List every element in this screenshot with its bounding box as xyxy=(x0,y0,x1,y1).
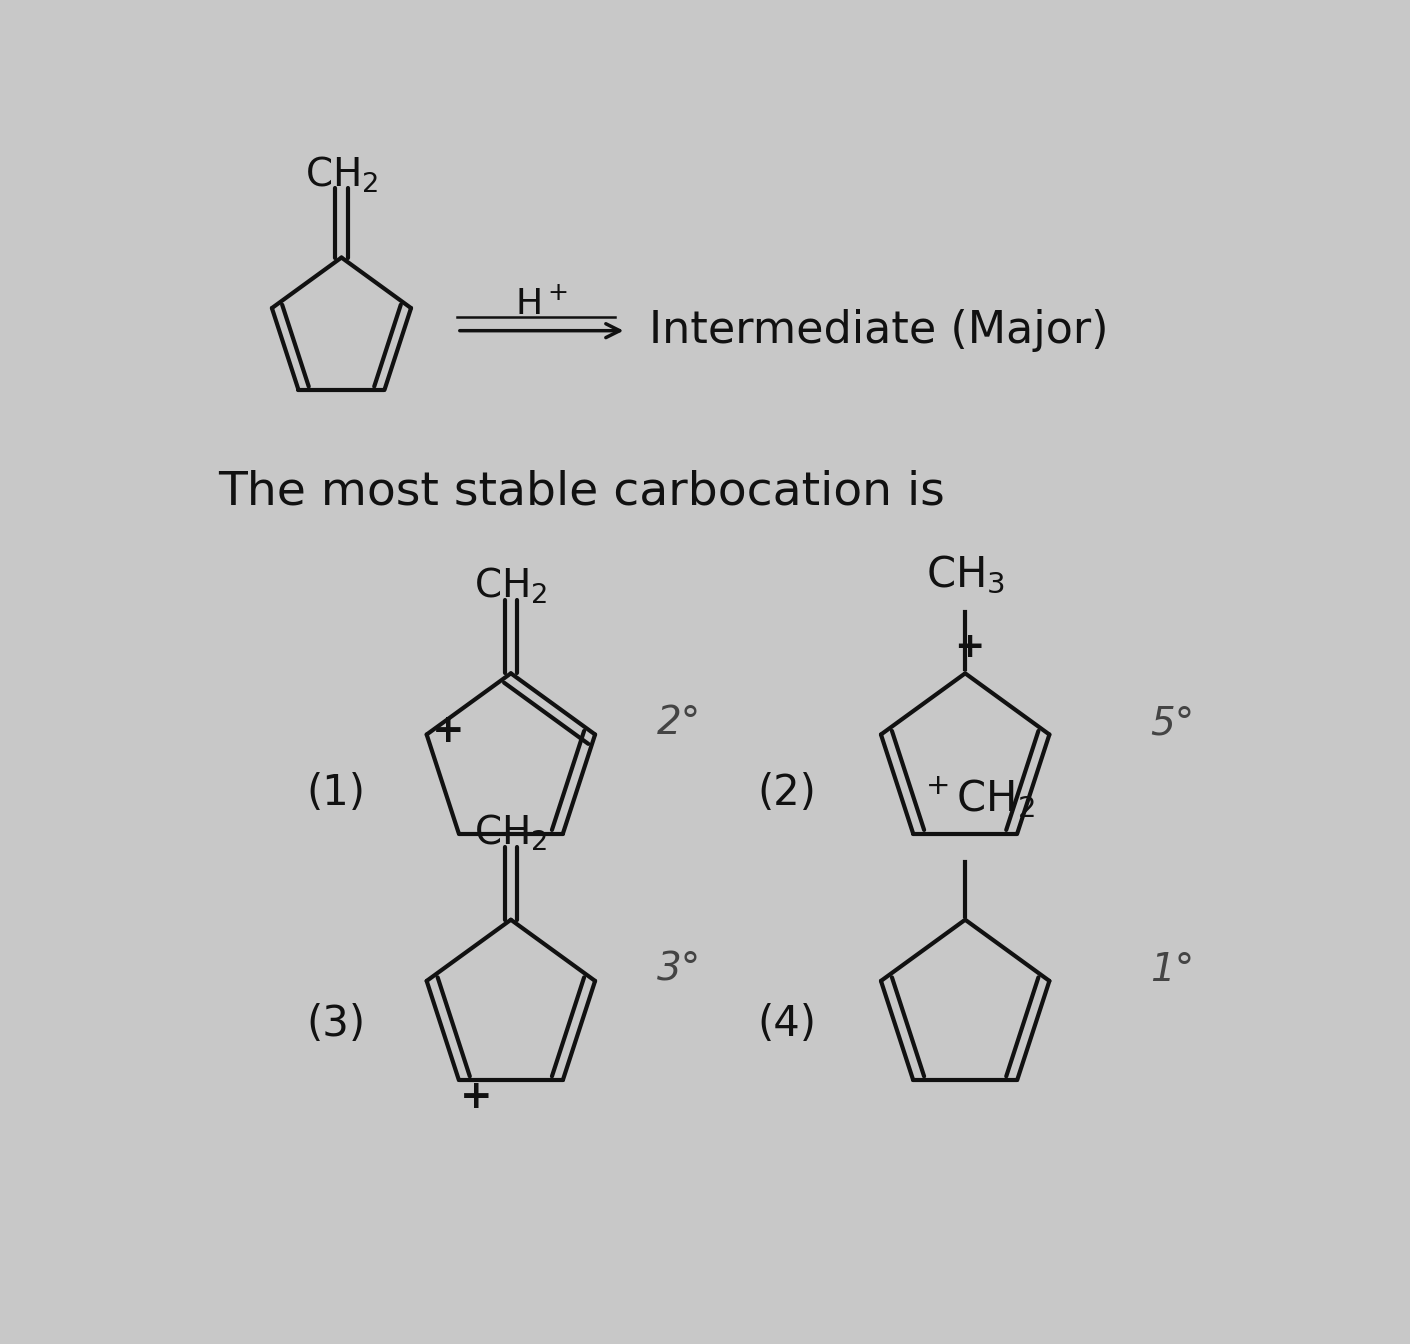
Text: 3°: 3° xyxy=(657,950,701,989)
Text: CH$_2$: CH$_2$ xyxy=(474,813,547,853)
Text: (1): (1) xyxy=(307,771,365,813)
Text: CH$_2$: CH$_2$ xyxy=(305,155,378,195)
Text: 1°: 1° xyxy=(1151,950,1194,989)
Text: +: + xyxy=(460,1078,492,1116)
Text: The most stable carbocation is: The most stable carbocation is xyxy=(219,470,945,515)
Text: 2°: 2° xyxy=(657,704,701,742)
Text: H$^+$: H$^+$ xyxy=(515,286,568,321)
Text: CH$_3$: CH$_3$ xyxy=(926,554,1005,597)
Text: Intermediate (Major): Intermediate (Major) xyxy=(650,309,1110,352)
Text: (2): (2) xyxy=(757,771,816,813)
Text: (4): (4) xyxy=(757,1003,816,1044)
Text: CH$_2$: CH$_2$ xyxy=(474,566,547,606)
Text: +: + xyxy=(431,712,464,750)
Text: 5°: 5° xyxy=(1151,704,1194,742)
Text: +: + xyxy=(953,630,984,664)
Text: (3): (3) xyxy=(307,1003,367,1044)
Text: $^+$CH$_2$: $^+$CH$_2$ xyxy=(919,774,1035,820)
